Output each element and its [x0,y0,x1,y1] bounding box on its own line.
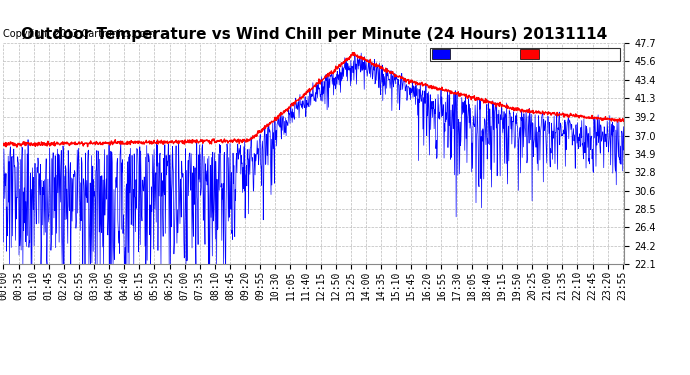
Legend: Wind Chill (°F), Temperature (°F): Wind Chill (°F), Temperature (°F) [430,48,620,61]
Title: Outdoor Temperature vs Wind Chill per Minute (24 Hours) 20131114: Outdoor Temperature vs Wind Chill per Mi… [21,27,607,42]
Text: Copyright 2013 Cartronics.com: Copyright 2013 Cartronics.com [3,29,155,39]
